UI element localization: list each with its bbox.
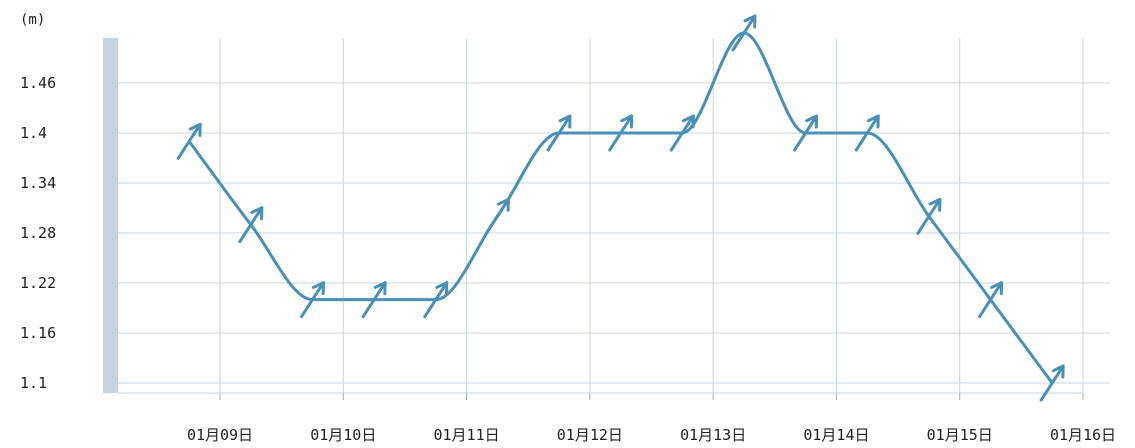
- data-point-arrow: [176, 122, 202, 160]
- data-point-arrow: [731, 14, 757, 52]
- data-point-arrow: [608, 114, 634, 152]
- x-tick-label: 01月15日: [927, 426, 993, 444]
- y-tick-labels: 1.46 1.4 1.34 1.28 1.22 1.16 1.1: [20, 74, 56, 392]
- data-point-arrow: [669, 114, 695, 152]
- data-point-arrow: [1039, 364, 1065, 402]
- grid: [118, 38, 1110, 400]
- y-tick-label: 1.16: [20, 324, 56, 342]
- data-point-arrow: [546, 114, 572, 152]
- x-tick-label: 01月10日: [310, 426, 376, 444]
- y-tick-label: 1.22: [20, 274, 56, 292]
- y-tick-label: 1.28: [20, 224, 56, 242]
- data-point-arrow: [484, 197, 510, 235]
- data-point-arrow: [793, 114, 819, 152]
- x-tick-label: 01月09日: [187, 426, 253, 444]
- data-point-arrow: [916, 197, 942, 235]
- x-tick-label: 01月12日: [557, 426, 623, 444]
- data-point-arrow: [238, 206, 264, 244]
- x-tick-labels: 01月09日 01月10日 01月11日 01月12日 01月13日 01月14日 01月1…: [187, 426, 1116, 444]
- direction-arrows: [176, 14, 1065, 402]
- y-tick-label: 1.34: [20, 174, 56, 192]
- series-line: [187, 31, 1054, 384]
- y-tick-label: 1.46: [20, 74, 56, 92]
- x-tick-label: 01月13日: [680, 426, 746, 444]
- x-tick-label: 01月11日: [434, 426, 500, 444]
- data-point-arrow: [299, 281, 325, 319]
- data-point-arrow: [423, 281, 449, 319]
- x-tick-label: 01月14日: [803, 426, 869, 444]
- data-point-arrow: [854, 114, 880, 152]
- y-axis-bar: [103, 38, 118, 393]
- x-tick-label: 01月16日: [1050, 426, 1116, 444]
- y-tick-label: 1.4: [20, 124, 47, 142]
- data-point-arrow: [361, 281, 387, 319]
- y-tick-label: 1.1: [20, 374, 47, 392]
- data-point-arrow: [978, 281, 1004, 319]
- y-axis-unit-label: (m): [20, 12, 45, 28]
